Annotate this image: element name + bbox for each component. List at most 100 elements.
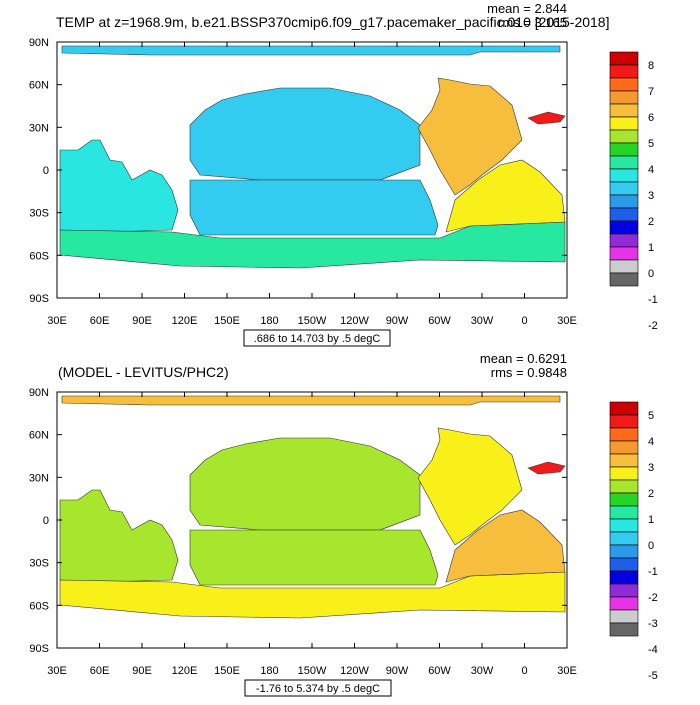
- x-tick-label: 0: [521, 315, 527, 327]
- x-tick-label: 30E: [557, 665, 577, 677]
- colorbar-segment: [609, 246, 639, 261]
- colorbar-segment: [609, 168, 639, 183]
- colorbar-segment: [609, 129, 639, 144]
- x-tick-label: 180: [260, 665, 278, 677]
- x-tick-label: 30E: [47, 665, 67, 677]
- region-southern-ocean: [59, 221, 566, 269]
- region-mediterranean: [527, 111, 566, 125]
- chart-svg-top: TEMP at z=1968.9m, b.e21.BSSP370cmip6.f0…: [29, 1, 658, 347]
- colorbar-label: 3: [648, 190, 654, 202]
- rms-label: rms = 0.9848: [491, 365, 567, 380]
- colorbar-segment: [609, 51, 639, 66]
- x-tick-label: 60W: [428, 665, 451, 677]
- contour-info: -1.76 to 5.374 by .5 degC: [256, 683, 380, 695]
- contour-info: .686 to 14.703 by .5 degC: [254, 333, 381, 345]
- x-axis: 30E 60E 90E 120E 150E 180 150W 120W 90W 60W 30W 0 30…: [47, 392, 577, 677]
- colorbar-label: 1: [648, 242, 654, 254]
- y-tick-label: 90S: [29, 643, 49, 655]
- colorbar-label: 5: [648, 138, 654, 150]
- colorbar-segment: [609, 401, 639, 416]
- colorbar-label: 5: [648, 410, 654, 422]
- y-tick-label: 90N: [29, 37, 49, 49]
- colorbar-label: 4: [648, 164, 654, 176]
- colorbar-segment: [609, 518, 639, 533]
- colorbar-segment: [609, 453, 639, 468]
- region-arctic: [61, 395, 561, 406]
- y-tick-label: 30S: [29, 558, 49, 570]
- x-tick-label: 120W: [340, 665, 369, 677]
- y-tick-label: 90S: [29, 293, 49, 305]
- colorbar-segment: [609, 77, 639, 92]
- x-axis: 30E 60E 90E 120E 150E 180 150W 120W 90W 60W 30W 0 30…: [47, 42, 577, 327]
- colorbar-segment: [609, 116, 639, 131]
- colorbar-segment: [609, 583, 639, 598]
- x-tick-label: 0: [521, 665, 527, 677]
- colorbar-label: -3: [648, 618, 658, 630]
- colorbar-segment: [609, 557, 639, 572]
- colorbar-segment: [609, 207, 639, 222]
- mean-label: mean = 0.6291: [480, 351, 567, 366]
- colorbar-segment: [609, 103, 639, 118]
- x-tick-label: 150W: [298, 315, 327, 327]
- colorbar-segment: [609, 90, 639, 105]
- colorbar-segment: [609, 492, 639, 507]
- colorbar-segment: [609, 596, 639, 611]
- y-tick-label: 30S: [29, 208, 49, 220]
- region-mediterranean: [527, 461, 566, 475]
- region-arctic: [61, 45, 561, 56]
- colorbar-segment: [609, 194, 639, 209]
- colorbar-label: 8: [648, 60, 654, 72]
- x-tick-label: 60W: [428, 315, 451, 327]
- rms-label: rms = 3.165: [498, 15, 567, 30]
- y-axis: 90N 60N 30N 0 30S 60S 90S: [29, 387, 567, 655]
- region-south-pacific: [189, 179, 439, 236]
- contour-info-box: [244, 679, 392, 697]
- region-south-pacific: [189, 529, 439, 586]
- colorbar-segment: [609, 544, 639, 559]
- colorbar-label: 7: [648, 86, 654, 98]
- y-tick-label: 0: [43, 515, 49, 527]
- colorbar-segment: [609, 233, 639, 248]
- colorbar: 5 4 3 2 1 0 -1 -2 -3 -4 -5: [609, 401, 658, 682]
- colorbar-segment: [609, 64, 639, 79]
- contour-info-box: [243, 329, 391, 347]
- colorbar-segment: [609, 479, 639, 494]
- x-tick-label: 30E: [47, 315, 67, 327]
- y-tick-label: 60S: [29, 600, 49, 612]
- region-atlantic-south: [445, 509, 566, 583]
- colorbar-segment: [609, 609, 639, 624]
- chart-panel-bottom: (MODEL - LEVITUS/PHC2) mean = 0.6291 rms…: [0, 350, 700, 700]
- region-southern-ocean: [59, 571, 566, 619]
- colorbar-label: 0: [648, 540, 654, 552]
- colorbar-segment: [609, 259, 639, 274]
- y-tick-label: 60N: [29, 80, 49, 92]
- chart-panel-top: TEMP at z=1968.9m, b.e21.BSSP370cmip6.f0…: [0, 0, 700, 350]
- colorbar-segment: [609, 440, 639, 455]
- mean-label: mean = 2.844: [487, 1, 567, 16]
- y-tick-label: 30N: [29, 472, 49, 484]
- x-tick-label: 60E: [90, 665, 110, 677]
- colorbar-label: -4: [648, 644, 658, 656]
- region-atlantic-north: [417, 77, 523, 196]
- x-tick-label: 150E: [214, 315, 240, 327]
- region-indian: [59, 489, 179, 583]
- colorbar: 8 7 6 5 4 3 2 1 0 -1 -2: [609, 51, 658, 332]
- region-atlantic-north: [417, 427, 523, 546]
- colorbar-label: -5: [648, 670, 658, 682]
- colorbar-label: -1: [648, 566, 658, 578]
- colorbar-segment: [609, 427, 639, 442]
- chart-title: (MODEL - LEVITUS/PHC2): [58, 364, 229, 380]
- colorbar-label: 1: [648, 514, 654, 526]
- colorbar-segment: [609, 414, 639, 429]
- colorbar-segment: [609, 220, 639, 235]
- x-tick-label: 120W: [340, 315, 369, 327]
- colorbar-label: 2: [648, 488, 654, 500]
- region-indian: [59, 139, 179, 233]
- x-tick-label: 60E: [90, 315, 110, 327]
- colorbar-segment: [609, 155, 639, 170]
- colorbar-label: 3: [648, 462, 654, 474]
- x-tick-label: 30W: [471, 665, 494, 677]
- x-tick-label: 180: [260, 315, 278, 327]
- x-tick-label: 90E: [132, 315, 152, 327]
- y-tick-label: 0: [43, 165, 49, 177]
